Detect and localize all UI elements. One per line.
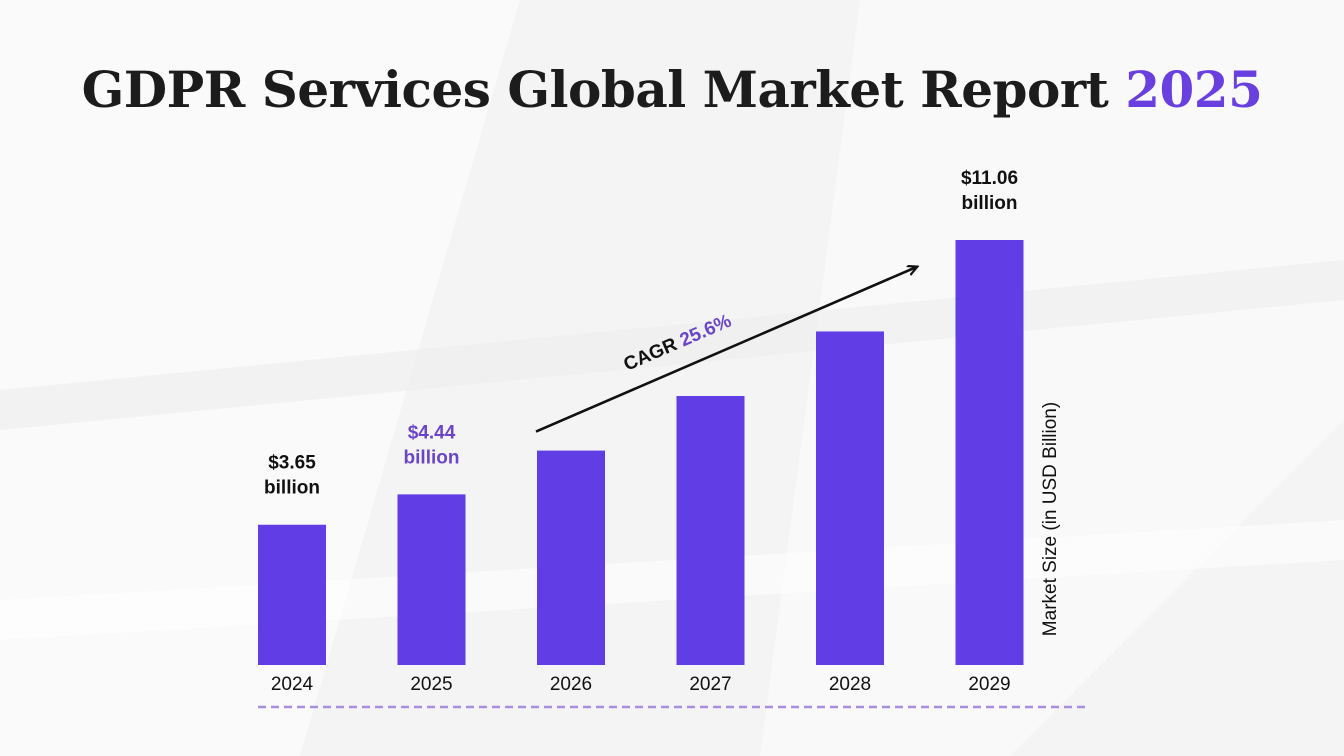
x-tick-2027: 2027 xyxy=(689,674,731,695)
data-label-2024: $3.65 billion xyxy=(264,453,320,499)
cagr-annotation: CAGR 25.6% xyxy=(621,311,735,376)
y-axis-label: Market Size (in USD Billion) xyxy=(1040,402,1061,636)
title-year: 2025 xyxy=(1125,60,1263,119)
cagr-arrow xyxy=(535,267,917,433)
bars-group xyxy=(258,240,1024,665)
bar-2025 xyxy=(397,494,466,665)
bar-2024 xyxy=(258,524,326,665)
x-tick-2029: 2029 xyxy=(968,674,1010,695)
x-tick-2028: 2028 xyxy=(829,674,871,695)
x-tick-2024: 2024 xyxy=(271,674,314,695)
bar-2026 xyxy=(537,450,605,665)
bar-2028 xyxy=(816,331,884,665)
bar-2029 xyxy=(955,240,1024,665)
data-label-2025: $4.44 billion xyxy=(404,422,460,468)
title-main: GDPR Services Global Market Report xyxy=(81,60,1109,119)
data-label-2029: $11.06 billion xyxy=(961,168,1018,214)
x-tick-2026: 2026 xyxy=(550,674,592,695)
x-tick-2025: 2025 xyxy=(410,674,452,695)
data-labels: $3.65 billion $4.44 billion $11.06 billion xyxy=(264,168,1018,499)
cagr-value: 25.6% xyxy=(677,311,735,352)
cagr-label: CAGR xyxy=(621,334,681,376)
x-tick-labels: 2024 2025 2026 2027 2028 2029 xyxy=(271,674,1011,695)
bar-2027 xyxy=(676,396,745,665)
page-title: GDPR Services Global Market Report 2025 xyxy=(0,52,1344,128)
